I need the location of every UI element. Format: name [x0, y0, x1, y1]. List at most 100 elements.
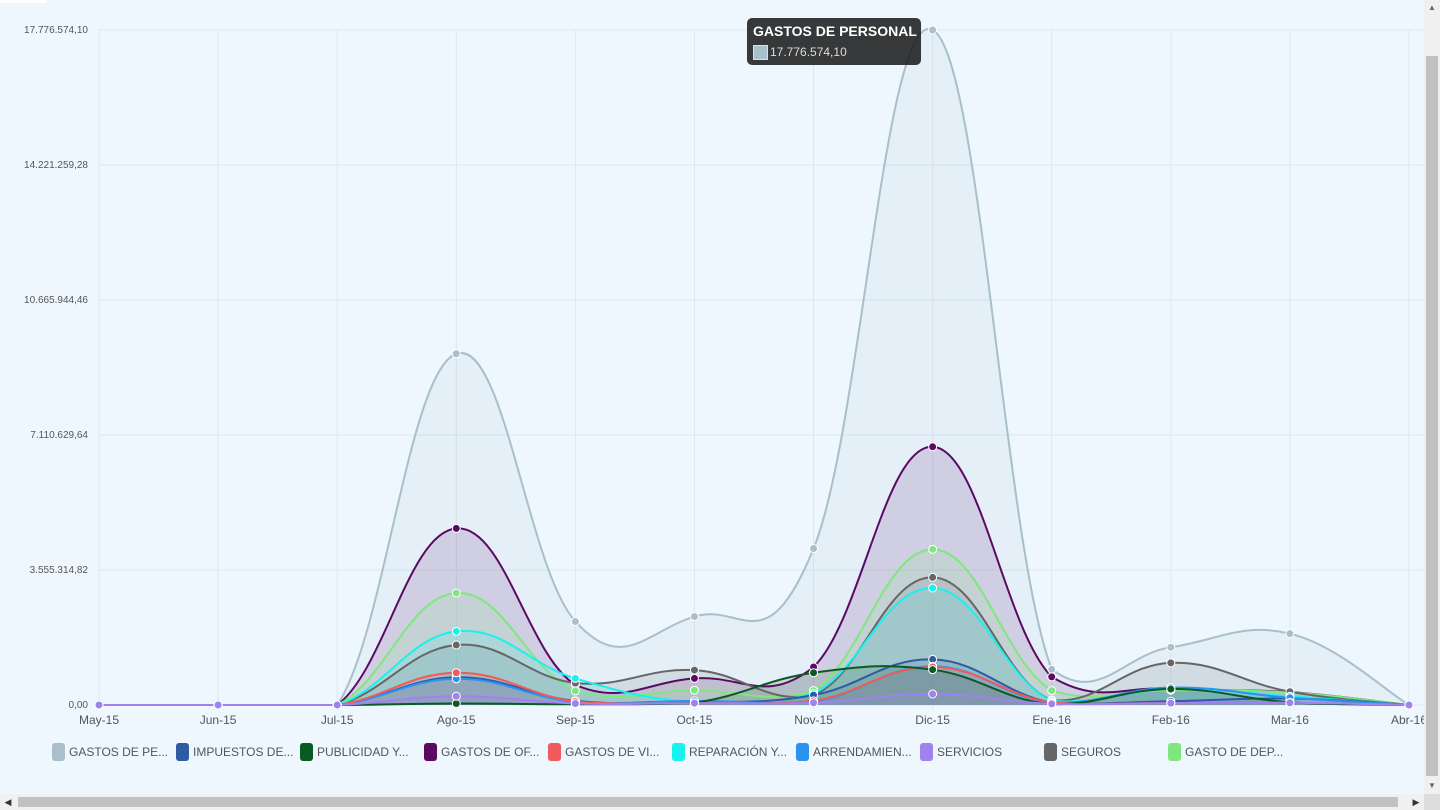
vertical-scroll-thumb[interactable]: [1426, 56, 1438, 776]
y-tick-label: 17.776.574,10: [24, 25, 88, 36]
legend-item[interactable]: IMPUESTOS DE...: [176, 742, 293, 762]
y-tick-label: 0,00: [69, 700, 89, 711]
legend-swatch: [424, 743, 437, 761]
scroll-left-arrow[interactable]: ◀: [4, 797, 12, 807]
tooltip-value: 17.776.574,10: [770, 45, 847, 59]
series-area: [99, 446, 1409, 705]
legend-label: GASTO DE DEP...: [1185, 745, 1284, 759]
tooltip-swatch: [753, 45, 768, 60]
series-area: [99, 577, 1409, 705]
legend-label: SEGUROS: [1061, 745, 1122, 759]
data-point[interactable]: [928, 572, 938, 582]
data-point[interactable]: [332, 700, 342, 710]
x-tick-label: Sep-15: [556, 713, 595, 727]
x-tick-label: Ago-15: [437, 713, 476, 727]
data-point[interactable]: [1166, 658, 1176, 668]
legend-item[interactable]: GASTO DE DEP...: [1168, 742, 1283, 762]
data-point[interactable]: [1285, 698, 1295, 708]
x-tick-label: Ene-16: [1032, 713, 1071, 727]
data-point[interactable]: [451, 588, 461, 598]
data-point[interactable]: [451, 626, 461, 636]
x-tick-label: Feb-16: [1152, 713, 1190, 727]
series-fills: [99, 29, 1409, 705]
x-tick-label: Nov-15: [794, 713, 833, 727]
legend-item[interactable]: SERVICIOS: [920, 742, 1002, 762]
y-tick-label: 7.110.629,64: [30, 430, 88, 441]
scroll-up-arrow[interactable]: ▲: [1428, 3, 1436, 12]
x-tick-label: Dic-15: [915, 713, 950, 727]
data-point[interactable]: [689, 665, 699, 675]
legend-item[interactable]: PUBLICIDAD Y...: [300, 742, 409, 762]
data-point[interactable]: [809, 544, 819, 554]
data-point[interactable]: [451, 691, 461, 701]
data-points[interactable]: [94, 25, 1414, 710]
legend-label: GASTOS DE VI...: [565, 745, 660, 759]
data-point[interactable]: [213, 700, 223, 710]
data-point[interactable]: [570, 686, 580, 696]
data-point[interactable]: [928, 544, 938, 554]
series-area: [99, 666, 1409, 705]
data-point[interactable]: [928, 665, 938, 675]
vertical-scrollbar[interactable]: ▲ ▼: [1424, 0, 1440, 794]
data-point[interactable]: [1404, 700, 1414, 710]
data-point[interactable]: [689, 673, 699, 683]
data-point[interactable]: [570, 698, 580, 708]
data-point[interactable]: [451, 523, 461, 533]
data-point[interactable]: [1166, 698, 1176, 708]
scroll-down-arrow[interactable]: ▼: [1428, 781, 1436, 790]
data-point[interactable]: [94, 700, 104, 710]
data-point[interactable]: [809, 668, 819, 678]
legend-label: PUBLICIDAD Y...: [317, 745, 409, 759]
data-point[interactable]: [451, 640, 461, 650]
data-point[interactable]: [451, 349, 461, 359]
data-point[interactable]: [1047, 664, 1057, 674]
data-point[interactable]: [809, 698, 819, 708]
x-tick-label: Abr-16: [1391, 713, 1424, 727]
data-point[interactable]: [1047, 686, 1057, 696]
legend-item[interactable]: SEGUROS: [1044, 742, 1121, 762]
series-line: [99, 28, 1410, 706]
data-point[interactable]: [928, 442, 938, 452]
x-tick-label: May-15: [79, 713, 119, 727]
data-point[interactable]: [451, 668, 461, 678]
legend-label: REPARACIÓN Y...: [689, 745, 788, 759]
data-point[interactable]: [570, 673, 580, 683]
series-area: [99, 667, 1409, 705]
legend-item[interactable]: GASTOS DE PE...: [52, 742, 168, 762]
data-point[interactable]: [1166, 642, 1176, 652]
grid: [98, 29, 1424, 710]
legend-label: IMPUESTOS DE...: [193, 745, 294, 759]
legend-item[interactable]: GASTOS DE OF...: [424, 742, 539, 762]
series-area: [99, 29, 1409, 705]
data-point[interactable]: [689, 612, 699, 622]
data-point[interactable]: [1047, 672, 1057, 682]
legend-swatch: [796, 743, 809, 761]
legend-swatch: [672, 743, 685, 761]
scroll-right-arrow[interactable]: ▶: [1412, 797, 1420, 807]
data-point[interactable]: [570, 616, 580, 626]
data-point[interactable]: [689, 698, 699, 708]
legend-item[interactable]: REPARACIÓN Y...: [672, 742, 787, 762]
data-point[interactable]: [1047, 699, 1057, 709]
legend-swatch: [920, 743, 933, 761]
legend-item[interactable]: ARRENDAMIEN...: [796, 742, 912, 762]
horizontal-scroll-thumb[interactable]: [18, 797, 1398, 807]
tooltip: GASTOS DE PERSONAL 17.776.574,10: [747, 18, 921, 65]
x-axis-ticks: May-15 Jun-15 Jul-15 Ago-15 Sep-15 Oct-15 Nov-…: [79, 713, 1424, 727]
series-line: [99, 692, 1410, 706]
legend-label: GASTOS DE OF...: [441, 745, 540, 759]
horizontal-scrollbar[interactable]: ◀ ▶: [0, 794, 1424, 810]
data-point[interactable]: [928, 689, 938, 699]
data-point[interactable]: [928, 25, 938, 35]
legend-item[interactable]: GASTOS DE VI...: [548, 742, 659, 762]
y-axis-ticks: 0,00 3.555.314,82 7.110.629,64 10.665.944,4…: [24, 25, 88, 711]
data-point[interactable]: [1285, 629, 1295, 639]
data-point[interactable]: [928, 583, 938, 593]
top-stub: [0, 0, 46, 3]
series-area: [99, 659, 1409, 705]
chart-area: 0,00 3.555.314,82 7.110.629,64 10.665.944,4…: [24, 25, 1424, 727]
legend-swatch: [1168, 743, 1181, 761]
data-point[interactable]: [1166, 684, 1176, 694]
series-area: [99, 693, 1409, 705]
data-point[interactable]: [689, 685, 699, 695]
